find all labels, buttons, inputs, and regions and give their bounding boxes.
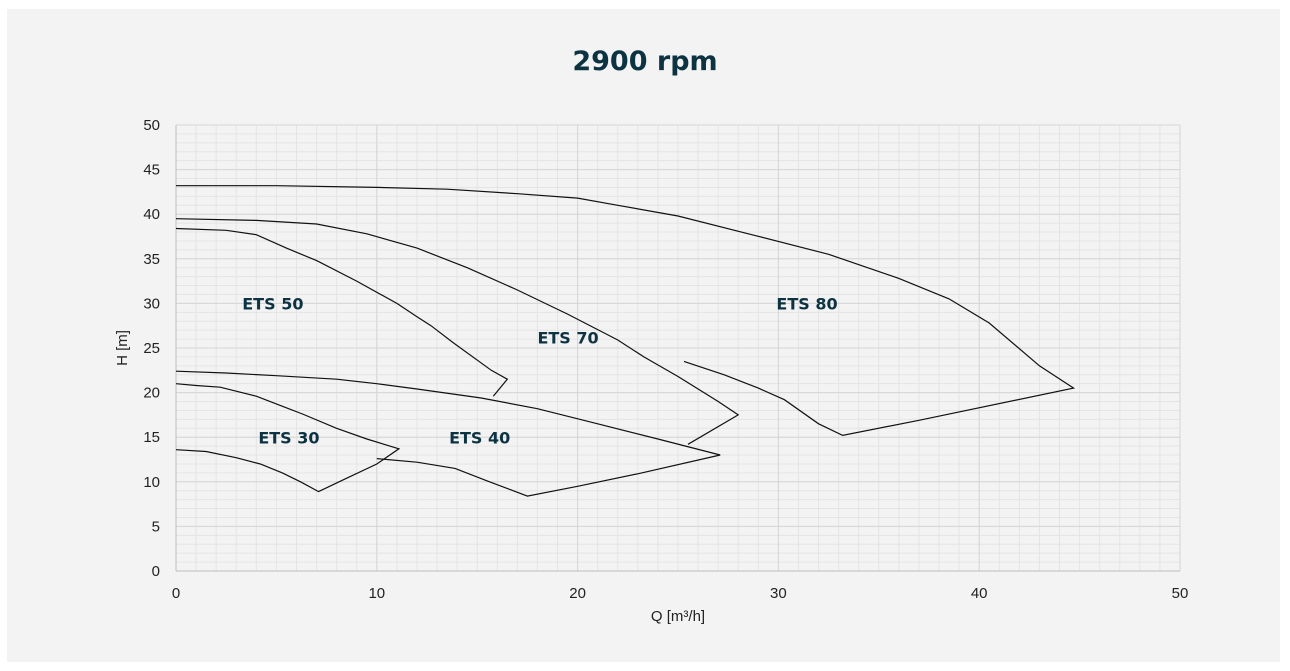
y-tick-label: 25 (143, 340, 160, 357)
y-tick-label: 0 (152, 563, 160, 580)
y-tick-labels: 0 5 10 15 20 25 30 35 40 45 50 (143, 117, 160, 580)
y-tick-label: 50 (143, 117, 160, 134)
curves (175, 185, 1076, 497)
y-axis-label: H [m] (114, 330, 131, 366)
region-label-ets-70: ETS 70 (537, 329, 598, 348)
region-labels: ETS 30 ETS 40 ETS 50 ETS 70 ETS 80 (242, 295, 837, 448)
region-label-ets-40: ETS 40 (449, 428, 510, 447)
grid (175, 124, 1181, 572)
x-tick-label: 40 (971, 585, 988, 602)
y-tick-label: 35 (143, 251, 160, 268)
curve-ets-50 (175, 227, 509, 397)
y-tick-label: 30 (143, 295, 160, 312)
y-tick-label: 40 (143, 206, 160, 223)
x-tick-label: 50 (1172, 585, 1189, 602)
region-label-ets-80: ETS 80 (776, 295, 837, 314)
x-tick-label: 20 (569, 585, 586, 602)
curve-ets-70 (175, 218, 740, 445)
chart-title: 2900 rpm (572, 46, 718, 77)
y-tick-label: 5 (152, 518, 160, 535)
x-tick-label: 10 (368, 585, 385, 602)
x-tick-label: 30 (770, 585, 787, 602)
y-tick-label: 10 (143, 474, 160, 491)
curve-ets-40 (175, 370, 721, 497)
curve-ets-30 (175, 383, 401, 493)
x-tick-labels: 0 10 20 30 40 50 (172, 585, 1189, 602)
region-label-ets-30: ETS 30 (258, 428, 319, 447)
curve-ets-80 (176, 185, 1076, 437)
x-tick-label: 0 (172, 585, 180, 602)
y-tick-label: 20 (143, 385, 160, 402)
region-label-ets-50: ETS 50 (242, 295, 303, 314)
y-tick-label: 45 (143, 162, 160, 179)
x-axis-label: Q [m³/h] (651, 608, 705, 625)
y-tick-label: 15 (143, 429, 160, 446)
